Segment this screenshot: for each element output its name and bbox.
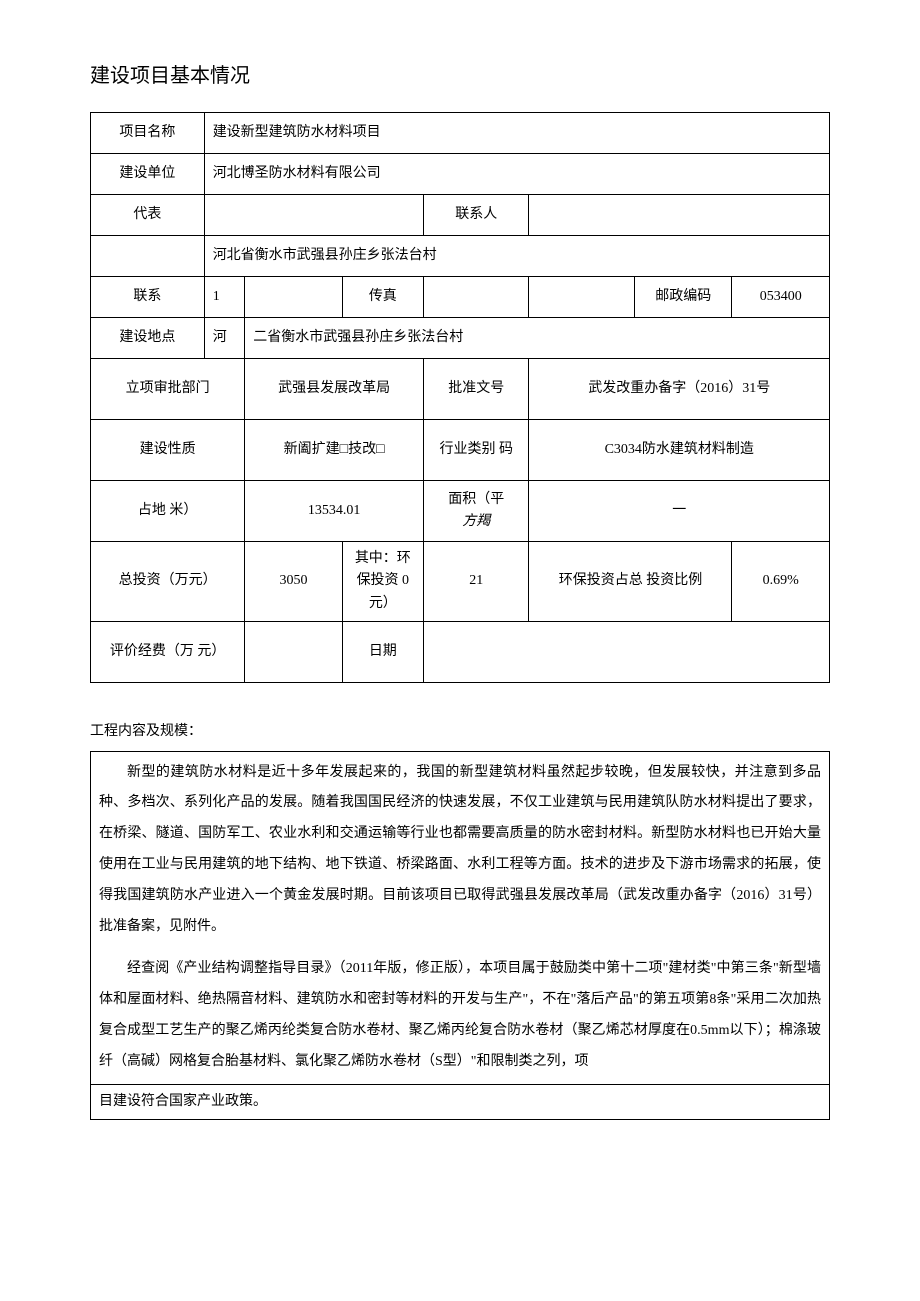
value-approval-dept: 武强县发展改革局 (245, 359, 424, 420)
value-unit: 河北博圣防水材料有限公司 (204, 154, 829, 195)
value-phone: 1 (204, 277, 245, 318)
label-unit: 建设单位 (91, 154, 205, 195)
label-approval-dept: 立项审批部门 (91, 359, 245, 420)
label-env-invest: 其中：环保投资 0元） (342, 542, 423, 622)
label-phone: 联系 (91, 277, 205, 318)
page-title: 建设项目基本情况 (90, 60, 830, 92)
value-env-invest: 21 (423, 542, 529, 622)
paragraph-1: 新型的建筑防水材料是近十多年发展起来的，我国的新型建筑材料虽然起步较晚，但发展较… (91, 752, 829, 949)
label-build-loc: 建设地点 (91, 318, 205, 359)
label-contact: 联系人 (423, 195, 529, 236)
blank-fax (529, 277, 635, 318)
label-addr-blank (91, 236, 205, 277)
footer-line: 目建设符合国家产业政策。 (90, 1085, 830, 1120)
project-info-table: 项目名称 建设新型建筑防水材料项目 建设单位 河北博圣防水材料有限公司 代表 联… (90, 112, 830, 683)
label-project-name: 项目名称 (91, 113, 205, 154)
label-rep: 代表 (91, 195, 205, 236)
value-postcode: 053400 (732, 277, 830, 318)
label-fax: 传真 (342, 277, 423, 318)
blank-phone (245, 277, 342, 318)
value-env-ratio: 0.69% (732, 542, 830, 622)
label-nature: 建设性质 (91, 420, 245, 481)
label-area: 面积（平 方羯 (423, 481, 529, 542)
value-build-loc1: 河 (204, 318, 245, 359)
value-project-name: 建设新型建筑防水材料项目 (204, 113, 829, 154)
label-industry: 行业类别 码 (423, 420, 529, 481)
value-area: 一 (529, 481, 830, 542)
label-date: 日期 (342, 622, 423, 683)
label-eval-cost: 评价经费（万 元） (91, 622, 245, 683)
label-area2: 方羯 (462, 514, 490, 529)
label-env-ratio: 环保投资占总 投资比例 (529, 542, 732, 622)
value-approval-no: 武发改重办备字（2016）31号 (529, 359, 830, 420)
label-postcode: 邮政编码 (635, 277, 732, 318)
value-industry: C3034防水建筑材料制造 (529, 420, 830, 481)
value-nature: 新阖扩建□技改□ (245, 420, 424, 481)
value-date (423, 622, 829, 683)
value-contact (529, 195, 830, 236)
value-addr: 河北省衡水市武强县孙庄乡张法台村 (204, 236, 829, 277)
label-land: 占地 米） (91, 481, 245, 542)
value-build-loc2: 二省衡水市武强县孙庄乡张法台村 (245, 318, 830, 359)
value-rep (204, 195, 423, 236)
section-head: 工程内容及规模： (90, 713, 830, 751)
value-land: 13534.01 (245, 481, 424, 542)
content-box: 新型的建筑防水材料是近十多年发展起来的，我国的新型建筑材料虽然起步较晚，但发展较… (90, 751, 830, 1085)
label-invest: 总投资（万元） (91, 542, 245, 622)
label-area1: 面积（平 (448, 492, 504, 507)
value-fax (423, 277, 529, 318)
label-approval-no: 批准文号 (423, 359, 529, 420)
value-eval-cost (245, 622, 342, 683)
value-invest: 3050 (245, 542, 342, 622)
paragraph-2: 经查阅《产业结构调整指导目录》（2011年版，修正版），本项目属于鼓励类中第十二… (91, 948, 829, 1083)
